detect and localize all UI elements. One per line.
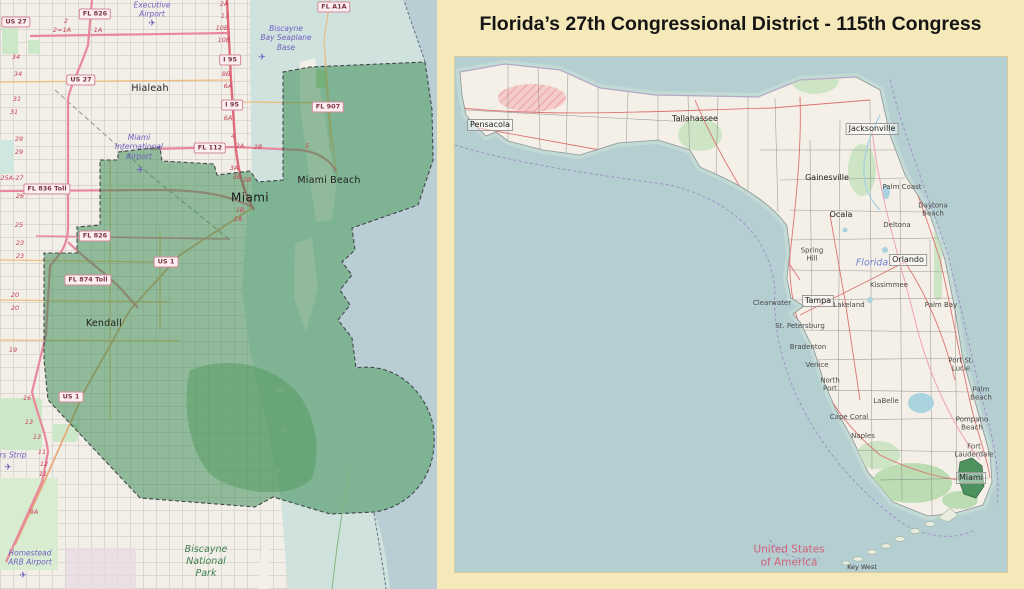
exit-number: 12 [39, 460, 49, 468]
district-27-polygon [43, 61, 435, 515]
exit-number: 34 [11, 53, 21, 61]
road-shield: US 1 [58, 391, 84, 403]
exit-number: 16 [22, 394, 32, 402]
exit-number: 29 [14, 148, 24, 156]
exit-number: 13 [24, 418, 34, 426]
road-shield: FL A1A [317, 1, 351, 13]
exit-number: 4 [230, 132, 236, 140]
florida-overview-panel: Florida’s 27th Congressional District - … [437, 0, 1024, 589]
exit-number: 1A [233, 215, 243, 223]
exit-number: 5 [304, 142, 310, 150]
exit-number: 6A [223, 82, 233, 90]
airport-plane-icon: ✈ [4, 463, 12, 473]
exit-number: 2 [63, 17, 69, 25]
exit-number: 26 [15, 192, 25, 200]
miami-map-canvas [0, 0, 437, 589]
road-shield: FL 836 Toll [23, 183, 71, 195]
road-shield: US 27 [1, 16, 31, 28]
exit-number: 6A [223, 114, 233, 122]
florida-overview-map[interactable]: Pensacola Tallahassee Jacksonville Gainesvi… [454, 56, 1008, 573]
map-title: Florida’s 27th Congressional District - … [479, 13, 982, 35]
road-shield: FL 112 [193, 142, 227, 154]
exit-number: 2B [253, 143, 263, 151]
road-shield: FL 907 [311, 101, 345, 113]
exit-number: 11 [37, 448, 47, 456]
road-shield: US 27 [66, 74, 96, 86]
airport-plane-icon: ✈ [148, 19, 156, 29]
road-shield: FL 874 Toll [64, 274, 112, 286]
exit-number: 3A [229, 164, 239, 172]
exit-number: 29 [14, 135, 24, 143]
exit-number: 23 [15, 239, 25, 247]
exit-number: 8B [221, 70, 231, 78]
exit-number: 11 [220, 12, 230, 20]
exit-number: 25A-27 [0, 174, 24, 182]
road-shield: FL 826 [78, 8, 112, 20]
exit-number: 9A [29, 508, 39, 516]
exit-number: 10B [215, 24, 229, 32]
exit-number: 31 [12, 95, 22, 103]
miami-district-map[interactable]: Executive Airport Biscayne Bay Seaplane B… [0, 0, 437, 589]
airport-plane-icon: ✈ [19, 571, 27, 581]
road-shield: I 95 [219, 54, 241, 66]
exit-number: 34 [13, 70, 23, 78]
exit-number: 11 [38, 470, 48, 478]
exit-number: 1A [93, 26, 103, 34]
exit-number: 13 [32, 433, 42, 441]
exit-number: 2A [219, 0, 229, 8]
exit-number: 1B [235, 206, 245, 214]
exit-number: 10B [217, 36, 231, 44]
exit-number: 20 [10, 291, 20, 299]
road-shield: US 1 [153, 256, 179, 268]
exit-number: 2=1A [52, 26, 72, 34]
exit-number: 19 [8, 346, 18, 354]
district-27-marker [957, 457, 985, 499]
exit-number: 25 [14, 221, 24, 229]
road-shield: I 95 [221, 99, 243, 111]
exit-number: 2A [235, 142, 245, 150]
exit-number: 3B [232, 173, 242, 181]
airport-plane-icon: ✈ [136, 166, 144, 176]
exit-number: 2B [242, 176, 252, 184]
airport-plane-icon: ✈ [258, 53, 266, 63]
exit-number: 20 [10, 304, 20, 312]
exit-number: 23 [15, 252, 25, 260]
florida-map-canvas [455, 60, 999, 566]
road-shield: FL 826 [78, 230, 112, 242]
exit-number: 31 [9, 108, 19, 116]
